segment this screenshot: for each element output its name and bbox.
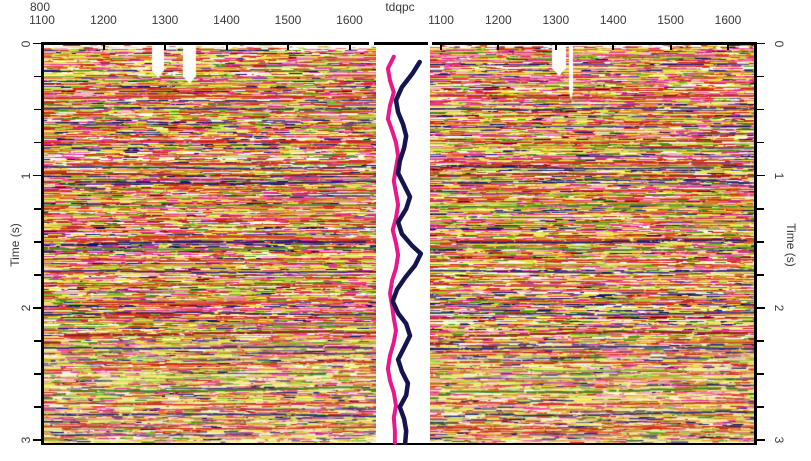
left-axis-line (41, 42, 44, 445)
x-tick-left (225, 45, 228, 50)
time-tick-label-right: 3 (772, 436, 786, 444)
center-panel-title: tdqpc (385, 0, 415, 14)
navy-curve (390, 59, 424, 445)
seismic-section-right (430, 45, 754, 443)
time-tick-left (34, 208, 41, 210)
time-tick-left (33, 174, 41, 177)
x-tick-right (440, 45, 442, 50)
time-tick-left (34, 141, 41, 144)
x-tick-label-right: 1500 (657, 13, 684, 27)
time-tick-right (757, 439, 765, 441)
time-tick-left (34, 75, 41, 78)
x-tick-label-right: 1400 (599, 13, 627, 27)
magenta-curve (385, 54, 401, 445)
time-tick-right (757, 208, 764, 210)
time-tick-right (757, 307, 765, 309)
time-tick-left (33, 42, 41, 45)
x-tick-left (348, 45, 351, 50)
seismic-section-left (44, 45, 376, 443)
time-tick-label-left: 1 (19, 172, 33, 180)
time-tick-left (34, 340, 41, 342)
x-tick-left (287, 45, 289, 50)
time-tick-label-left: 3 (19, 436, 33, 444)
time-tick-right (757, 42, 765, 45)
time-tick-right (757, 75, 764, 78)
x-tick-label-left: 1200 (90, 13, 117, 27)
time-tick-label-left: 2 (19, 304, 33, 312)
time-tick-label-left: 0 (19, 40, 33, 47)
x-tick-right (669, 45, 672, 50)
x-tick-label-left: 1100 (29, 13, 55, 27)
time-tick-label-right: 2 (772, 304, 786, 312)
time-tick-right (757, 406, 764, 408)
x-tick-label-right: 1600 (714, 13, 742, 27)
right-axis-line (754, 42, 757, 445)
top-axis-line-left (41, 42, 369, 45)
top-axis-line-right (432, 42, 757, 45)
x-tick-right (497, 45, 500, 50)
time-tick-left (33, 307, 41, 309)
x-tick-right (612, 45, 615, 50)
top-axis-line-center (374, 42, 428, 45)
time-tick-label-right: 0 (772, 40, 786, 47)
x-tick-left (164, 45, 166, 50)
time-tick-right (757, 174, 765, 177)
x-tick-left (102, 45, 105, 50)
time-tick-right (757, 108, 764, 111)
time-tick-left (34, 274, 41, 276)
x-tick-label-right: 1200 (485, 13, 512, 27)
x-tick-label-right: 1100 (428, 13, 454, 27)
time-tick-left (33, 439, 41, 441)
bottom-axis-line (41, 443, 757, 445)
x-tick-left (41, 45, 43, 50)
x-tick-label-left: 1500 (274, 13, 302, 27)
x-tick-right (554, 45, 557, 50)
time-tick-left (34, 108, 41, 111)
time-tick-left (34, 241, 41, 243)
x-tick-right (727, 45, 729, 50)
time-tick-right (757, 141, 764, 144)
x-tick-label-left: 1400 (213, 13, 240, 27)
time-tick-right (757, 340, 764, 342)
x-tick-label-right: 1300 (542, 13, 570, 27)
time-tick-label-right: 1 (772, 172, 786, 180)
x-tick-label-left: 1600 (336, 13, 363, 27)
time-tick-left (34, 373, 41, 375)
time-tick-left (34, 406, 41, 408)
time-tick-right (757, 241, 764, 243)
corner-header-label: 800 (29, 0, 51, 14)
time-tick-right (757, 373, 764, 375)
x-tick-label-left: 1300 (151, 13, 179, 27)
time-tick-right (757, 274, 764, 276)
